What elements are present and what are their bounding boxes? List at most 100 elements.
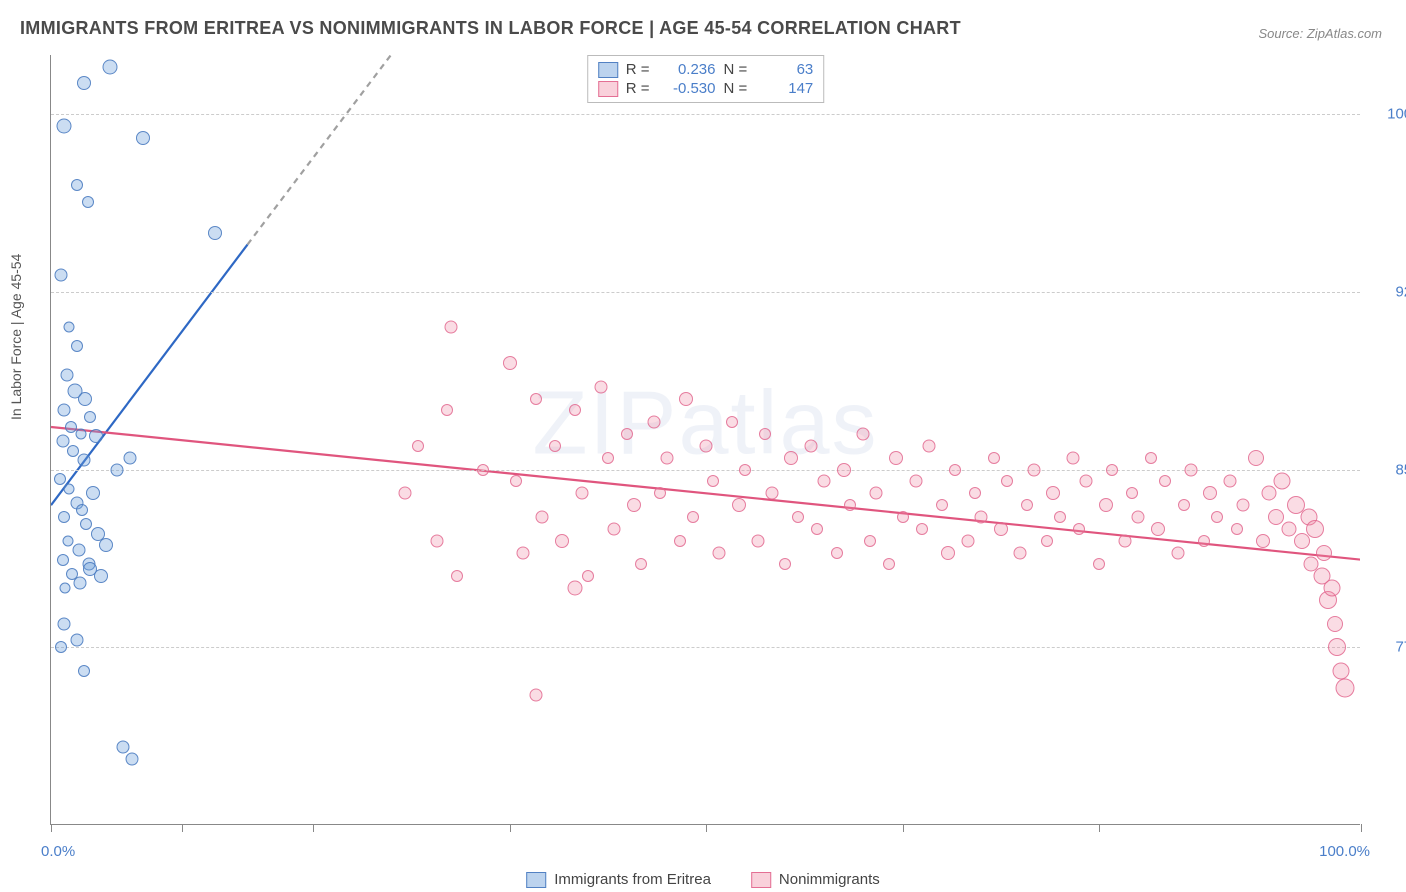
y-axis-label: In Labor Force | Age 45-54 xyxy=(8,254,24,420)
data-point xyxy=(1079,475,1092,488)
data-point xyxy=(1027,463,1040,476)
data-point xyxy=(759,428,771,440)
data-point xyxy=(1046,486,1060,500)
data-point xyxy=(674,535,686,547)
data-point xyxy=(713,546,726,559)
data-point xyxy=(804,439,817,452)
data-point xyxy=(575,487,588,500)
y-tick-label: 100.0% xyxy=(1368,106,1406,123)
data-point xyxy=(1119,534,1132,547)
data-point xyxy=(975,511,988,524)
data-point xyxy=(962,534,975,547)
watermark: ZIPatlas xyxy=(532,373,878,476)
data-point xyxy=(765,487,778,500)
data-point xyxy=(76,429,87,440)
data-point xyxy=(883,558,895,570)
data-point xyxy=(844,499,856,511)
data-point xyxy=(86,486,100,500)
data-point xyxy=(1054,511,1066,523)
data-point xyxy=(510,475,522,487)
data-point xyxy=(1001,475,1013,487)
data-point xyxy=(1327,616,1343,632)
stat-n-label: N = xyxy=(724,80,748,97)
data-point xyxy=(679,392,693,406)
data-point xyxy=(530,393,542,405)
legend-item: Nonimmigrants xyxy=(751,871,880,888)
data-point xyxy=(949,464,961,476)
y-tick-label: 77.5% xyxy=(1368,639,1406,656)
data-point xyxy=(99,538,113,552)
data-point xyxy=(55,641,67,653)
gridline xyxy=(51,470,1360,471)
data-point xyxy=(1281,521,1296,536)
data-point xyxy=(1328,638,1346,656)
data-point xyxy=(477,464,489,476)
data-point xyxy=(56,435,69,448)
data-point xyxy=(64,322,75,333)
data-point xyxy=(89,429,103,443)
data-point xyxy=(811,523,823,535)
data-point xyxy=(529,688,542,701)
x-tick xyxy=(51,824,52,832)
data-point xyxy=(1248,450,1264,466)
data-point xyxy=(1151,522,1165,536)
data-point xyxy=(1093,558,1105,570)
data-point xyxy=(922,439,935,452)
x-tick xyxy=(1099,824,1100,832)
data-point xyxy=(94,569,108,583)
data-point xyxy=(126,752,139,765)
data-point xyxy=(1324,580,1341,597)
y-tick-label: 85.0% xyxy=(1368,461,1406,478)
data-point xyxy=(60,583,71,594)
data-point xyxy=(732,498,746,512)
data-point xyxy=(555,534,569,548)
stat-r-value: -0.530 xyxy=(658,80,716,97)
data-point xyxy=(870,487,883,500)
stat-r-value: 0.236 xyxy=(658,61,716,78)
data-point xyxy=(1099,498,1113,512)
data-point xyxy=(897,511,909,523)
data-point xyxy=(398,487,411,500)
y-tick-label: 92.5% xyxy=(1368,283,1406,300)
data-point xyxy=(1256,534,1270,548)
source-attribution: Source: ZipAtlas.com xyxy=(1258,26,1382,41)
data-point xyxy=(412,440,424,452)
stat-r-label: R = xyxy=(626,61,650,78)
chart-title: IMMIGRANTS FROM ERITREA VS NONIMMIGRANTS… xyxy=(20,18,961,39)
data-point xyxy=(1316,545,1332,561)
data-point xyxy=(1159,475,1171,487)
data-point xyxy=(441,404,453,416)
stat-n-value: 63 xyxy=(755,61,813,78)
data-point xyxy=(994,522,1008,536)
data-point xyxy=(77,76,91,90)
data-point xyxy=(941,546,955,560)
data-point xyxy=(569,404,581,416)
data-point xyxy=(1306,520,1324,538)
x-axis-min-label: 0.0% xyxy=(41,843,75,860)
data-point xyxy=(57,119,72,134)
data-point xyxy=(784,451,798,465)
stat-r-label: R = xyxy=(626,80,650,97)
data-point xyxy=(726,416,738,428)
data-point xyxy=(1145,452,1157,464)
data-point xyxy=(71,340,83,352)
data-point xyxy=(71,634,84,647)
x-tick xyxy=(313,824,314,832)
x-tick xyxy=(706,824,707,832)
data-point xyxy=(58,617,71,630)
swatch-icon xyxy=(751,872,771,888)
data-point xyxy=(1262,486,1277,501)
data-point xyxy=(63,535,74,546)
data-point xyxy=(700,439,713,452)
data-point xyxy=(857,428,870,441)
data-point xyxy=(1132,511,1145,524)
data-point xyxy=(595,380,608,393)
data-point xyxy=(707,475,719,487)
gridline xyxy=(51,647,1360,648)
data-point xyxy=(1336,678,1355,697)
data-point xyxy=(516,546,529,559)
data-point xyxy=(73,577,86,590)
data-point xyxy=(1294,533,1310,549)
data-point xyxy=(1041,535,1053,547)
x-tick xyxy=(903,824,904,832)
